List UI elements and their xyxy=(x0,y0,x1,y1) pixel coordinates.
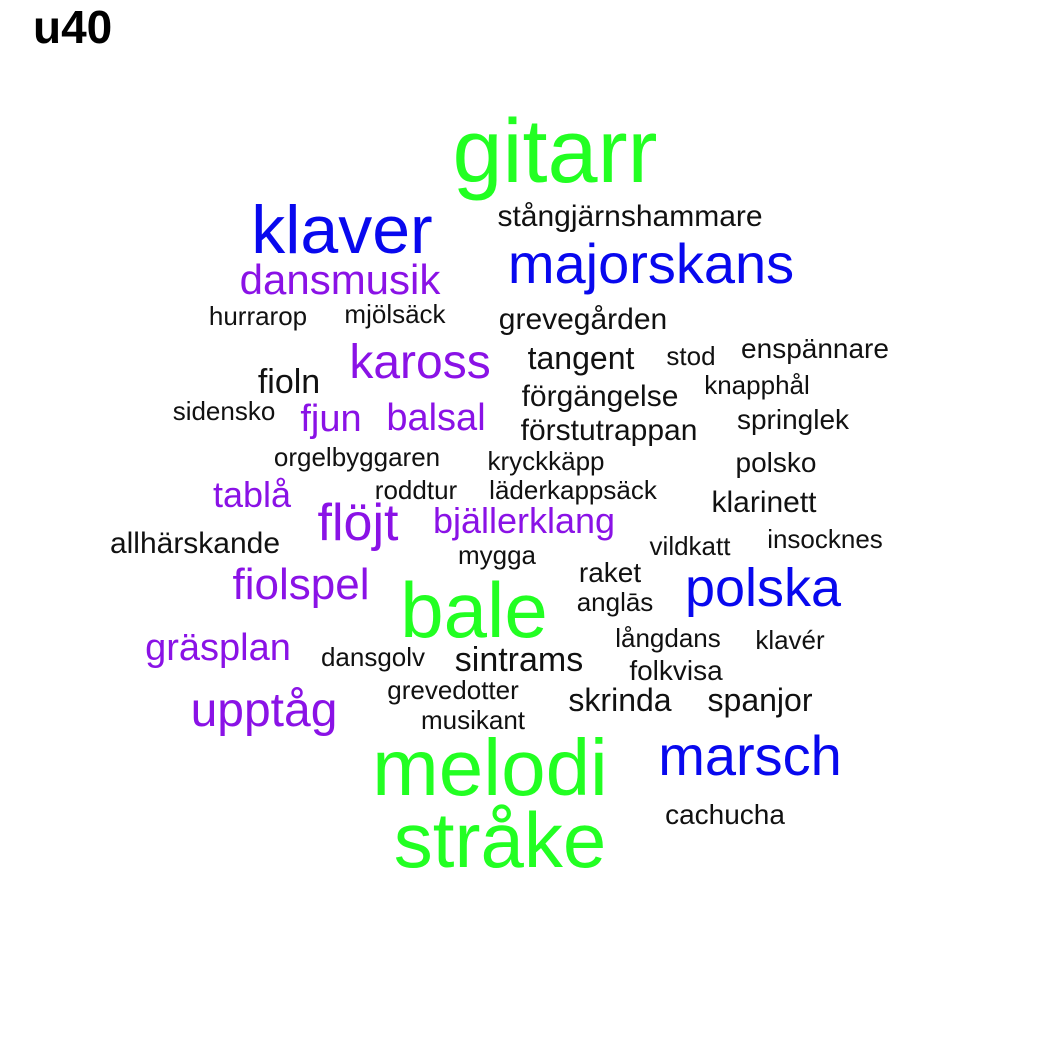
cloud-word: polsko xyxy=(735,447,817,478)
cloud-word: musikant xyxy=(420,705,526,735)
figure-title: u40 xyxy=(33,1,113,53)
cloud-word: gitarr xyxy=(452,102,658,202)
cloud-word: balsal xyxy=(386,397,486,439)
cloud-word: knapphål xyxy=(704,370,810,400)
cloud-word: kryckkäpp xyxy=(487,446,605,476)
cloud-word: allhärskande xyxy=(109,527,281,560)
cloud-word: klaver xyxy=(251,192,433,268)
cloud-word: klavér xyxy=(755,625,825,655)
cloud-word: förstutrappan xyxy=(520,414,698,447)
cloud-word: mygga xyxy=(457,540,537,570)
cloud-word: upptåg xyxy=(190,684,338,737)
cloud-word: spanjor xyxy=(707,682,813,718)
cloud-word: orgelbyggaren xyxy=(273,442,441,472)
cloud-word: dansmusik xyxy=(239,256,441,303)
cloud-word: marsch xyxy=(658,724,842,787)
cloud-word: fiolspel xyxy=(232,560,370,609)
cloud-word: stod xyxy=(666,341,716,371)
cloud-word: klarinett xyxy=(711,486,817,519)
cloud-word: skrinda xyxy=(568,682,672,718)
cloud-word: stångjärnshammare xyxy=(497,200,763,233)
cloud-word: bjällerklang xyxy=(432,500,616,541)
cloud-word: förgängelse xyxy=(521,380,679,413)
cloud-word: cachucha xyxy=(665,799,785,830)
cloud-word: hurrarop xyxy=(208,301,308,331)
cloud-word: mjölsäck xyxy=(344,299,446,329)
cloud-word: bale xyxy=(400,566,548,654)
cloud-word: folkvisa xyxy=(629,655,723,686)
cloud-word: grevegården xyxy=(498,303,668,336)
cloud-word: gräsplan xyxy=(145,627,291,669)
cloud-word: roddtur xyxy=(374,475,458,505)
cloud-word: dansgolv xyxy=(320,642,426,672)
cloud-word: fioln xyxy=(257,363,321,401)
cloud-word: tablå xyxy=(212,474,292,515)
cloud-word: anglās xyxy=(576,587,654,617)
cloud-word: raket xyxy=(578,557,642,588)
cloud-word: fjun xyxy=(300,398,362,440)
cloud-word: stråke xyxy=(393,796,607,884)
cloud-word: sidensko xyxy=(172,396,276,426)
cloud-word: läderkappsäck xyxy=(489,475,657,505)
cloud-word: enspännare xyxy=(741,333,889,364)
cloud-word: långdans xyxy=(615,623,721,653)
cloud-word: melodi xyxy=(372,723,608,812)
cloud-word: tangent xyxy=(527,340,635,376)
cloud-word: polska xyxy=(684,558,842,618)
cloud-word: flöjt xyxy=(317,494,399,552)
cloud-word: sintrams xyxy=(454,641,584,679)
cloud-word: vildkatt xyxy=(649,531,731,561)
cloud-word: grevedotter xyxy=(387,675,519,705)
cloud-word: springlek xyxy=(736,404,850,435)
cloud-word: kaross xyxy=(349,336,491,389)
cloud-word: majorskans xyxy=(507,232,795,295)
cloud-word: insocknes xyxy=(767,524,883,554)
